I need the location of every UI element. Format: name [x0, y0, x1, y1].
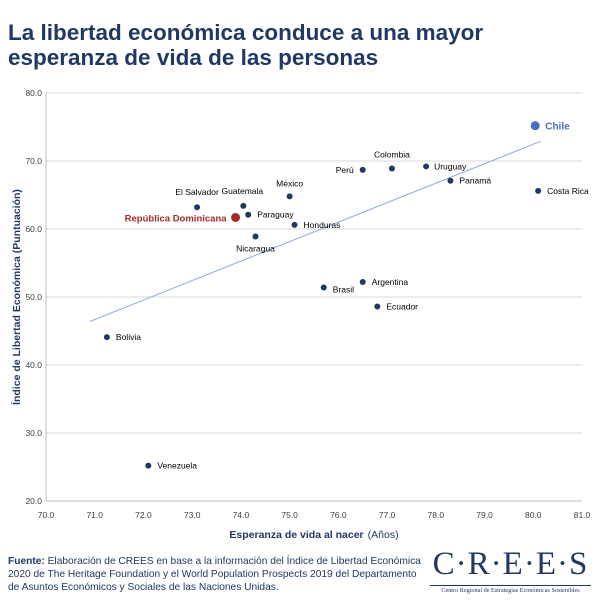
label-peru: Perú: [336, 165, 354, 175]
label-paraguay: Paraguay: [257, 210, 294, 220]
y-tick-label: 50.0: [25, 292, 42, 302]
scatter-chart: 20.0 30.0 40.0 50.0 60.0 70.0 80.0 70.0 71.0 72.0…: [10, 88, 591, 541]
y-tick-label: 40.0: [25, 360, 42, 370]
label-argentina: Argentina: [372, 277, 409, 287]
logo-subtitle: Centro Regional de Estrategias Económica…: [441, 587, 580, 594]
chart-title: La libertad económica conduce a una mayo…: [8, 20, 593, 70]
point-nicaragua: [252, 233, 259, 240]
label-bolivia: Bolivia: [116, 332, 141, 342]
x-tick-label: 81.0: [574, 510, 591, 520]
point-labels: Chile Colombia Perú Uruguay Panamá Costa Rica…: [116, 122, 589, 471]
x-tick-label: 74.0: [233, 510, 250, 520]
x-axis-label-unit: (Años): [368, 529, 399, 541]
point-brasil: [320, 284, 327, 291]
x-tick-label: 76.0: [330, 510, 347, 520]
label-republica-dominicana: República Dominicana: [125, 213, 228, 224]
x-axis-label-main: Esperanza de vida al nacer: [229, 529, 363, 541]
label-brasil: Brasil: [333, 284, 354, 294]
point-chile: [530, 121, 540, 131]
x-tick-label: 72.0: [135, 510, 152, 520]
trendline: [89, 140, 541, 322]
source-text: Elaboración de CREES en base a la inform…: [8, 556, 421, 593]
logo-wordmark: C·R·E·E·S: [432, 546, 589, 582]
y-tick-label: 80.0: [25, 88, 42, 98]
point-venezuela: [145, 462, 152, 469]
point-panama: [447, 177, 454, 184]
label-uruguay: Uruguay: [434, 161, 467, 171]
x-tick-label: 73.0: [184, 510, 201, 520]
label-honduras: Honduras: [304, 220, 341, 230]
x-tick-label: 75.0: [281, 510, 298, 520]
y-tick-label: 70.0: [25, 156, 42, 166]
y-tick-label: 30.0: [25, 428, 42, 438]
label-ecuador: Ecuador: [386, 302, 418, 312]
chart-title-line-1: La libertad económica conduce a una mayo…: [8, 20, 484, 45]
label-costa-rica: Costa Rica: [547, 186, 589, 196]
point-el-salvador: [194, 204, 201, 211]
point-ecuador: [374, 303, 381, 310]
crees-logo: C·R·E·E·S Centro Regional de Estrategias…: [428, 545, 593, 595]
x-tick-label: 77.0: [379, 510, 396, 520]
y-axis-label: Índice de Libertad Económica (Puntuación…: [10, 189, 23, 405]
point-peru: [359, 166, 366, 173]
point-colombia: [388, 165, 395, 172]
point-honduras: [291, 221, 298, 228]
label-el-salvador: El Salvador: [175, 187, 219, 197]
label-nicaragua: Nicaragua: [236, 243, 275, 253]
label-panama: Panamá: [459, 176, 491, 186]
x-tick-label: 78.0: [428, 510, 445, 520]
x-tick-label: 70.0: [38, 510, 55, 520]
x-tick-label: 79.0: [476, 510, 493, 520]
gridlines: [46, 92, 582, 434]
logo-divider: [430, 585, 591, 586]
point-guatemala: [240, 202, 247, 209]
point-bolivia: [103, 334, 110, 341]
source-label: Fuente:: [8, 556, 45, 567]
point-mexico: [286, 193, 293, 200]
data-points: [103, 121, 542, 469]
trendline-group: [89, 140, 541, 322]
x-tick-label: 80.0: [525, 510, 542, 520]
label-venezuela: Venezuela: [157, 461, 197, 471]
point-uruguay: [423, 163, 430, 170]
point-republica-dominicana: [231, 212, 241, 222]
x-axis-label: Esperanza de vida al nacer (Años): [229, 529, 398, 541]
label-guatemala: Guatemala: [222, 186, 264, 196]
point-argentina: [359, 279, 366, 286]
label-mexico: México: [276, 178, 303, 188]
axes: 20.0 30.0 40.0 50.0 60.0 70.0 80.0 70.0 71.0 72.0…: [25, 88, 590, 520]
source-note: Fuente: Elaboración de CREES en base a l…: [8, 555, 428, 594]
label-colombia: Colombia: [374, 149, 410, 159]
y-tick-label: 20.0: [25, 496, 42, 506]
point-paraguay: [245, 211, 252, 218]
chart-title-line-2: esperanza de vida de las personas: [8, 45, 379, 70]
y-tick-label: 60.0: [25, 224, 42, 234]
x-tick-label: 71.0: [86, 510, 103, 520]
label-chile: Chile: [545, 122, 570, 133]
point-costa-rica: [535, 187, 542, 194]
